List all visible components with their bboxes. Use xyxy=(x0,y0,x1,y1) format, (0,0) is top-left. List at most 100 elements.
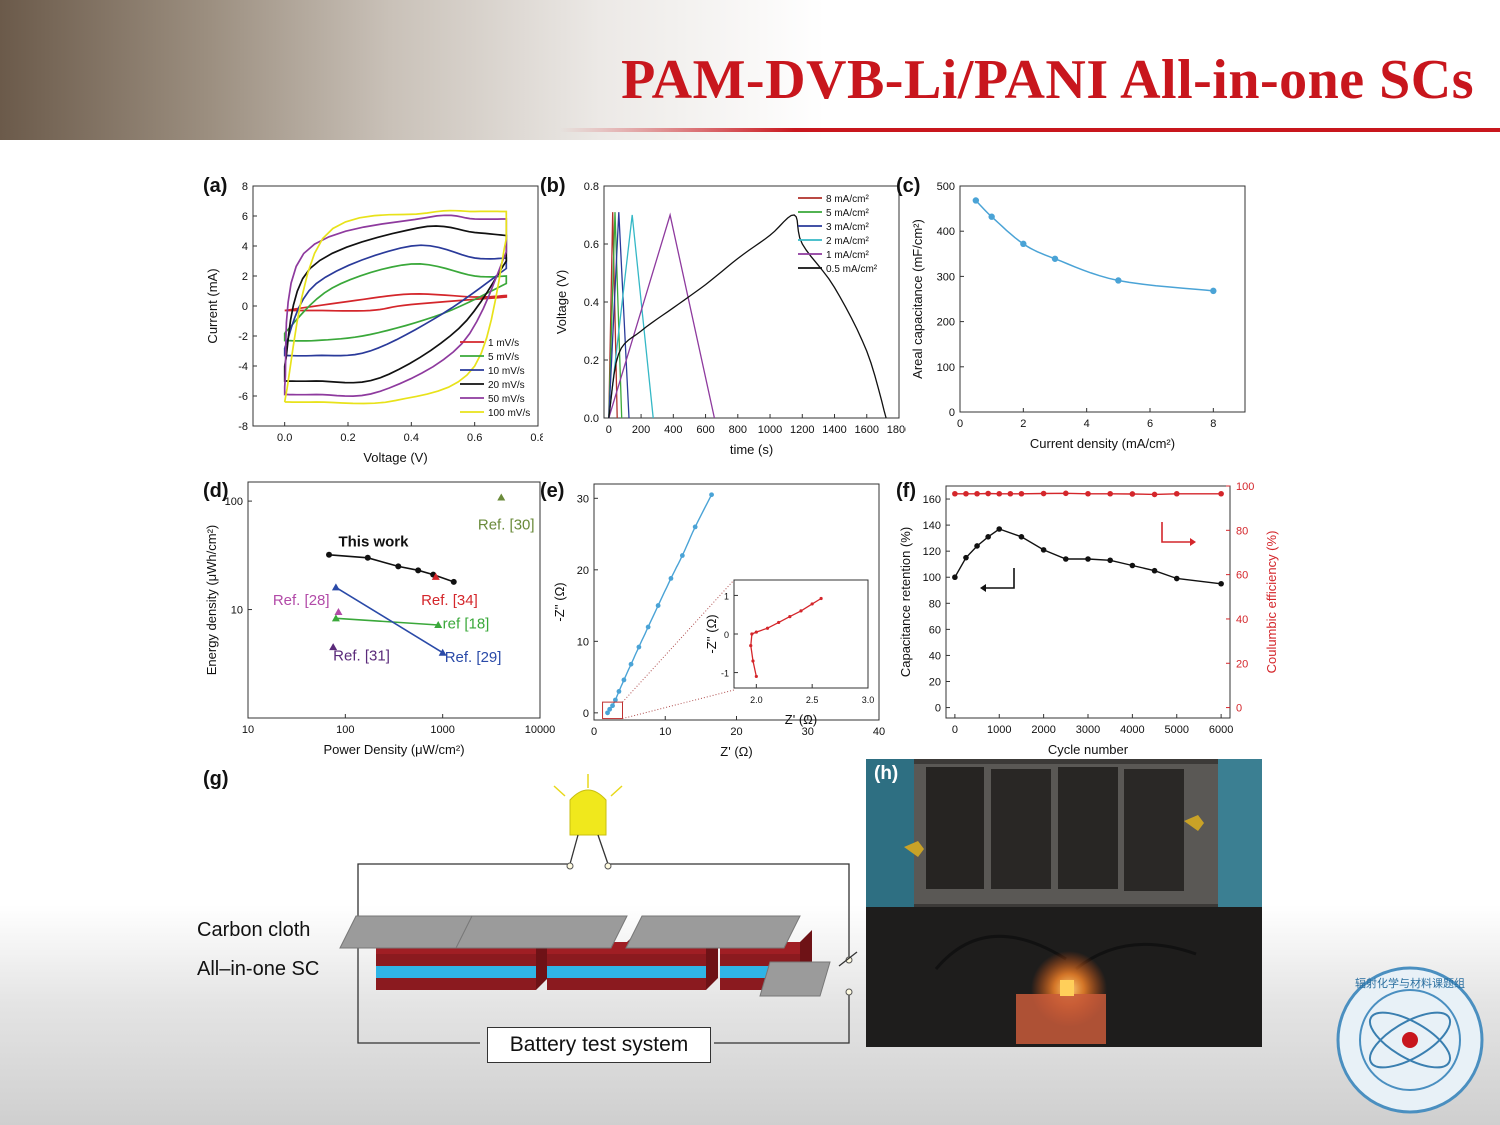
data-point xyxy=(1051,255,1059,262)
atom-nucleus-icon xyxy=(1402,1032,1418,1048)
y2-tick-label: 0 xyxy=(1236,703,1242,715)
data-point xyxy=(1129,491,1136,497)
axis-arrow-icon xyxy=(1161,522,1192,543)
sc-device xyxy=(1124,769,1184,891)
series-label: This work xyxy=(338,534,409,551)
data-point xyxy=(754,674,758,679)
x-tick-label: 2.0 xyxy=(750,695,763,705)
data-point xyxy=(1173,490,1180,497)
gcd-curve xyxy=(608,212,630,419)
panel-label: (e) xyxy=(540,480,565,502)
y-axis-label: -Z'' (Ω) xyxy=(704,614,719,653)
data-point xyxy=(655,603,661,608)
panel-label: (d) xyxy=(203,480,229,502)
chart-d: 10 100 1000 10000 10 100 Power Density (μW/cm²… xyxy=(204,481,555,757)
y2-tick-label: 20 xyxy=(1236,658,1248,670)
data-point xyxy=(985,490,991,497)
plot-frame xyxy=(247,481,541,719)
axis-arrow-icon xyxy=(984,568,1015,589)
series-label: Ref. [31] xyxy=(333,647,390,664)
y-tick-label: 20 xyxy=(577,565,589,577)
y-tick-label: 100 xyxy=(225,496,243,508)
data-point xyxy=(645,624,651,630)
data-point xyxy=(450,578,457,585)
data-point xyxy=(1007,490,1014,497)
x-tick-label: 400 xyxy=(664,424,682,436)
y-axis-label: Areal capacitance (mF/cm²) xyxy=(910,219,925,379)
data-point xyxy=(1018,490,1025,497)
data-point xyxy=(749,643,753,648)
capacitance-line xyxy=(975,199,1214,292)
data-point xyxy=(810,602,814,606)
x-tick-label: 4000 xyxy=(1120,724,1144,736)
data-point xyxy=(331,614,340,622)
data-point xyxy=(434,621,443,629)
x-tick-label: 3000 xyxy=(1076,724,1100,736)
plot-frame xyxy=(603,185,900,419)
series-label: Ref. [30] xyxy=(478,516,535,533)
x-tick-label: 10 xyxy=(659,726,671,738)
y-tick-label: 0.8 xyxy=(584,181,599,193)
legend-label: 3 mA/cm² xyxy=(826,222,869,233)
x-tick-label: 8 xyxy=(1210,418,1216,430)
y-tick-label: 8 xyxy=(242,181,248,193)
data-point xyxy=(607,706,613,712)
cell-layer xyxy=(547,954,627,966)
x-tick-label: 1400 xyxy=(822,424,846,436)
y-tick-label: 20 xyxy=(929,677,941,689)
y-tick-label: 500 xyxy=(937,181,955,193)
x-tick-label: 0 xyxy=(957,418,963,430)
data-point xyxy=(326,551,333,558)
panel-e: 0 10 20 30 40 0 10 20 30 Z' (Ω) -Z'' (Ω) 2.0 2.5 3.0-… xyxy=(536,476,896,766)
cell-layer xyxy=(456,978,536,990)
data-point xyxy=(329,643,338,651)
led-icon xyxy=(1060,980,1074,996)
carbon-cloth-label: Carbon cloth xyxy=(197,919,311,941)
axis-arrow-head-icon xyxy=(1190,538,1196,546)
cell-layer xyxy=(626,954,706,966)
series-label: ref [18] xyxy=(443,615,490,632)
chart-a: 0.0 0.2 0.4 0.6 0.8 -8 -6 -4 -2 0 2 4 6 8 Voltage (V) C… xyxy=(205,181,543,465)
cv-curve xyxy=(283,263,508,342)
y-tick-label: 0 xyxy=(242,301,248,313)
data-point xyxy=(1151,567,1158,574)
data-point xyxy=(777,620,781,625)
y-tick-label: 4 xyxy=(242,241,248,253)
y-tick-label: 0.6 xyxy=(584,239,599,251)
gcd-curve xyxy=(608,212,618,419)
panel-label: (a) xyxy=(203,175,228,197)
legend-label: 5 mV/s xyxy=(488,352,519,363)
data-point xyxy=(1018,534,1025,540)
panel-f: 0 1000 2000 3000 4000 5000 6000 0 20 40 60 80 100 120… xyxy=(890,476,1295,766)
led-leads xyxy=(357,834,850,1044)
x-tick-label: 20 xyxy=(730,726,742,738)
y-tick-label: 300 xyxy=(937,271,955,283)
data-point xyxy=(1107,490,1113,497)
data-point xyxy=(1040,547,1047,553)
y-tick-label: -1 xyxy=(721,669,729,679)
panel-label: (b) xyxy=(540,175,566,197)
x-tick-label: 0 xyxy=(591,726,597,738)
data-point xyxy=(438,648,447,656)
data-point xyxy=(754,630,758,634)
data-point xyxy=(616,688,622,694)
inset-chart: 2.0 2.5 3.0 -1 0 1 Z' (Ω) -Z'' (Ω) xyxy=(704,579,874,727)
x-tick-label: 600 xyxy=(696,424,714,436)
legend-label: 100 mV/s xyxy=(488,408,530,419)
y-tick-label: 0 xyxy=(949,407,955,419)
data-point xyxy=(974,543,980,549)
x-tick-label: 1200 xyxy=(790,424,814,436)
data-point xyxy=(612,697,618,703)
clip-icon xyxy=(1184,815,1204,831)
y-tick-label: 0.0 xyxy=(584,413,599,425)
data-point xyxy=(963,554,969,561)
x-axis-label: Power Density (μW/cm²) xyxy=(323,742,464,757)
y-tick-label: -4 xyxy=(238,361,248,373)
data-point xyxy=(431,572,440,580)
data-point xyxy=(415,567,422,574)
legend-label: 8 mA/cm² xyxy=(826,194,869,205)
y-tick-label: 60 xyxy=(929,624,941,636)
y-tick-label: 400 xyxy=(937,226,955,238)
